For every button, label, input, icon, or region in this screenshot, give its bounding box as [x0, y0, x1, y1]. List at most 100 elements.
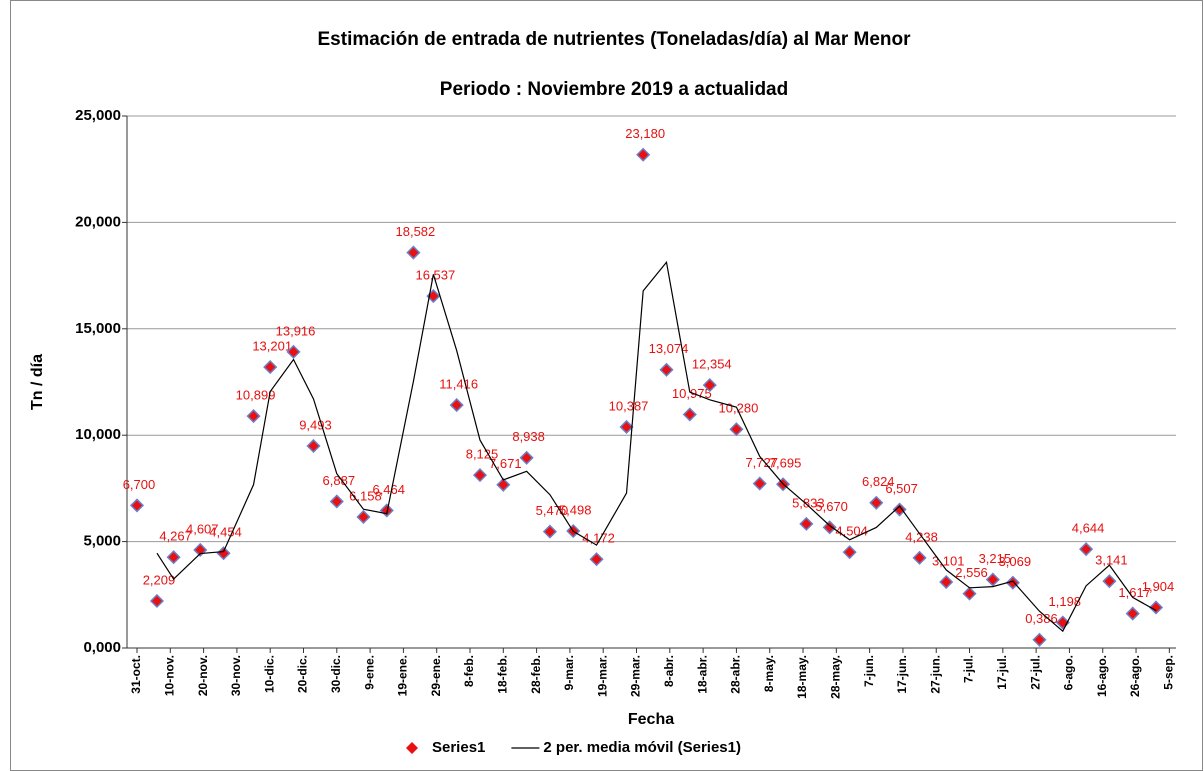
x-tick-label: 19-ene.: [396, 655, 410, 696]
x-tick-label: 8-may.: [762, 655, 776, 692]
x-tick-label: 27-jul.: [1028, 655, 1042, 690]
moving-average-line: [156, 260, 1157, 633]
point: [799, 516, 814, 531]
point: [636, 147, 651, 162]
data-label: 16,537: [415, 268, 455, 283]
point: [129, 498, 145, 513]
point: [329, 494, 344, 509]
point: [519, 450, 534, 465]
x-tick-label: 20-dic.: [296, 655, 310, 693]
point: [702, 378, 717, 393]
point: [682, 407, 697, 422]
y-axis-label: Tn / día: [29, 354, 46, 410]
point: [912, 550, 927, 565]
data-label: 0,386: [1025, 611, 1058, 626]
data-label: 11,416: [439, 377, 478, 392]
point: [842, 545, 857, 560]
chart-border: [10, 0, 1203, 771]
y-tick-label: 5,000: [83, 533, 121, 550]
data-label: 4,644: [1072, 521, 1105, 536]
data-label: 23,180: [625, 126, 665, 141]
data-label: 7,671: [489, 456, 522, 471]
point: [659, 362, 674, 377]
data-label: 6,824: [862, 474, 895, 489]
data-label: 3,101: [932, 553, 965, 568]
chart-subtitle: Periodo : Noviembre 2019 a actualidad: [440, 79, 788, 100]
x-tick-label: 17-jul.: [995, 655, 1009, 690]
point: [1079, 542, 1094, 557]
data-label: 5,470: [536, 503, 569, 518]
x-tick-label: 6-ago.: [1062, 655, 1076, 690]
data-label: 4,267: [159, 529, 192, 544]
data-label: 9,493: [299, 417, 332, 432]
data-label: 3,215: [979, 551, 1012, 566]
data-label: 1,904: [1142, 579, 1175, 594]
point: [472, 468, 488, 483]
point: [356, 509, 371, 525]
point: [869, 495, 884, 510]
x-tick-label: 31-oct.: [129, 655, 143, 694]
x-tick-label: 28-may.: [828, 655, 842, 699]
x-tick-label: 30-nov.: [229, 655, 243, 696]
y-tick-label: 25,000: [75, 107, 121, 124]
data-label: 2,209: [143, 572, 176, 587]
x-tick-label: 7-jun.: [862, 655, 876, 687]
point: [589, 552, 604, 567]
point: [1148, 600, 1164, 615]
x-tick-label: 8-feb.: [462, 655, 476, 687]
point: [892, 502, 907, 517]
data-label: 6,464: [372, 482, 405, 497]
chart-title: Estimación de entrada de nutrientes (Ton…: [318, 29, 912, 50]
x-tick-label: 18-feb.: [495, 655, 509, 694]
data-label: 7,695: [769, 456, 802, 471]
point: [216, 546, 231, 561]
data-label: 5,498: [559, 502, 592, 517]
data-label: 10,899: [236, 388, 276, 403]
x-tick-label: 18-may.: [795, 655, 809, 699]
x-tick-label: 20-nov.: [196, 655, 210, 696]
point: [822, 520, 837, 535]
data-label: 5,670: [815, 499, 848, 514]
y-tick-label: 15,000: [75, 320, 121, 337]
x-tick-label: 19-mar.: [595, 655, 609, 697]
x-tick-label: 26-ago.: [1128, 655, 1142, 697]
x-tick-label: 27-jun.: [928, 655, 942, 694]
x-tick-label: 7-jul.: [962, 655, 976, 683]
point: [306, 438, 321, 454]
data-label: 3,141: [1095, 553, 1128, 568]
point: [1125, 606, 1140, 621]
data-label: 13,201: [252, 339, 292, 354]
point: [985, 572, 1000, 587]
data-label: 6,158: [349, 488, 382, 503]
point: [939, 574, 954, 590]
data-label: 4,504: [835, 524, 868, 539]
data-label: 13,916: [276, 323, 316, 338]
x-tick-label: 16-ago.: [1095, 655, 1109, 697]
point: [149, 593, 165, 609]
x-tick-label: 10-nov.: [162, 655, 176, 696]
point: [752, 476, 767, 491]
point: [1005, 575, 1020, 590]
x-tick-label: 29-ene.: [429, 655, 443, 696]
x-tick-label: 9-ene.: [362, 655, 376, 690]
x-tick-label: 9-mar.: [562, 655, 576, 690]
point: [263, 360, 278, 375]
data-label: 1,198: [1049, 594, 1082, 609]
point: [449, 398, 464, 413]
data-label: 12,354: [692, 357, 732, 372]
legend-label: Series1: [432, 739, 485, 756]
data-label: 18,582: [396, 224, 436, 239]
point: [542, 524, 557, 539]
x-tick-label: 30-dic.: [329, 655, 343, 693]
point: [166, 550, 181, 565]
legend-label: 2 per. media móvil (Series1): [543, 739, 741, 756]
data-label: 10,280: [719, 401, 759, 416]
data-label: 8,938: [512, 429, 545, 444]
point: [406, 245, 421, 260]
x-tick-label: 28-abr.: [729, 655, 743, 694]
data-label: 4,607: [186, 521, 219, 536]
data-label: 4,454: [209, 525, 242, 540]
x-tick-label: 10-dic.: [262, 655, 276, 693]
point: [496, 477, 511, 492]
